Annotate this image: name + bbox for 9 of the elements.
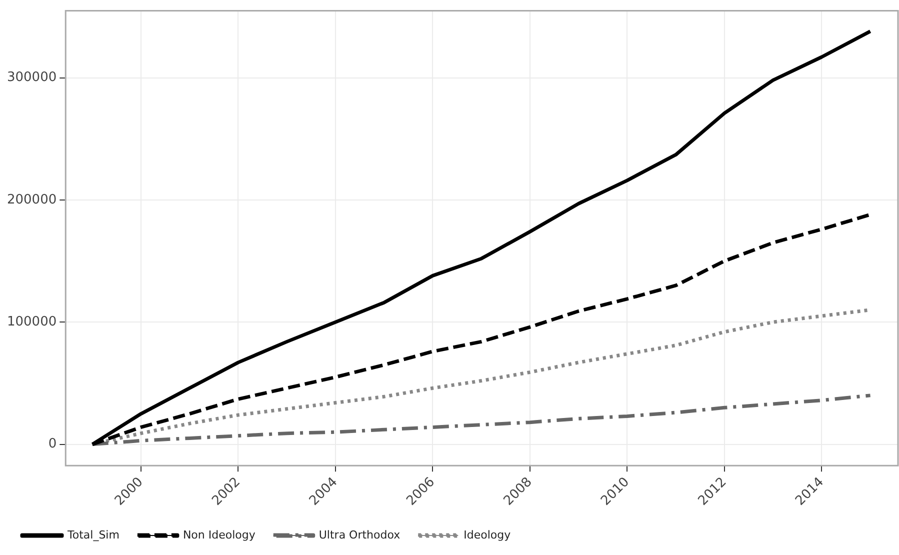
line-series <box>90 394 872 446</box>
y-tick-label: 200000 <box>6 192 57 208</box>
legend-label: Ultra Orthodox <box>318 528 401 542</box>
y-tick-label: 100000 <box>6 314 57 330</box>
legend-label: Total_Sim <box>66 528 120 542</box>
legend-label: Non Ideology <box>182 528 256 542</box>
y-tick-label: 0 <box>48 436 57 452</box>
legend-label: Ideology <box>464 528 512 542</box>
y-tick-label: 300000 <box>6 70 57 86</box>
